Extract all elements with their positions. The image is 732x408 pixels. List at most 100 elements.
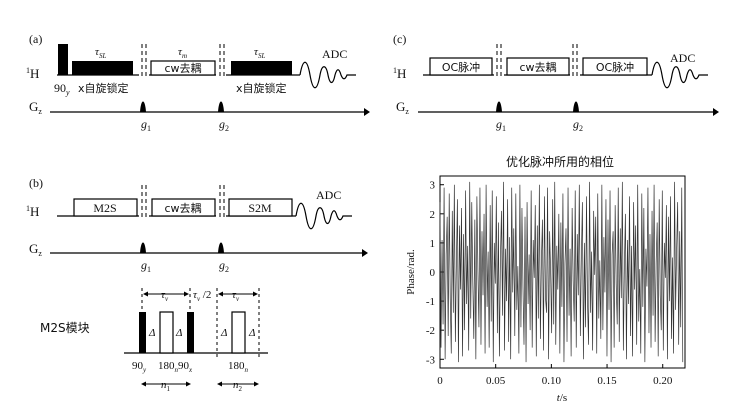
panel-c-oc-right-label: OC脉冲	[596, 60, 634, 74]
panel-a-tau-sl-right: τSL	[254, 46, 265, 60]
panel-c-oc-pulse-right	[582, 57, 648, 76]
module-90y-pulse	[139, 312, 146, 353]
panel-b-h-channel-label: 1H	[26, 204, 39, 219]
panel-a-g-channel-label: Gz	[29, 99, 42, 116]
module-180n2-label: 180n	[228, 360, 249, 374]
module-90y-label: 90y	[132, 360, 147, 374]
panel-b-cw-label: cw去耦	[164, 202, 201, 215]
panel-a-spinlock-right-label: x自旋锁定	[236, 81, 287, 95]
chart-series-line	[439, 181, 684, 363]
module-90x-pulse	[187, 312, 194, 353]
module-delta-1: Δ	[148, 327, 155, 339]
panel-a-spinlock-right	[231, 61, 292, 75]
panel-a-cw-decoupling-box	[150, 60, 216, 76]
module-n2-label: n2	[233, 379, 243, 393]
chart-x-axis-label: t/s	[557, 392, 567, 404]
panel-a-90y-pulse	[58, 44, 68, 75]
panel-b-adc-label: ADC	[316, 188, 341, 202]
module-arrowhead-2l	[218, 291, 223, 297]
panel-c-g2-label: g2	[573, 117, 583, 133]
panel-c-gradient-g1	[496, 101, 502, 112]
panel-c-label: (c)	[393, 32, 406, 46]
module-arrowhead-1r	[184, 291, 189, 297]
panel-a-spinlock-left-label: x自旋锁定	[78, 81, 129, 95]
module-n1-arrowhead-r	[186, 381, 191, 387]
g-symbol: G	[29, 99, 38, 114]
panel-a-g-arrow	[364, 108, 370, 116]
panel-c-g1-label: g1	[496, 117, 506, 133]
panel-b-g1-label: g1	[141, 258, 151, 274]
y-tick-label: -1	[426, 296, 435, 308]
x-tick-label: 0	[437, 375, 443, 387]
panel-b-m2s-label: M2S	[93, 201, 116, 215]
panel-b-adc-fid	[295, 202, 352, 230]
y-tick-label: 3	[430, 180, 436, 192]
chart-ticks: -3 -2 -1 0 1 2 3 0 0.05 0.10 0.15 0.20	[426, 180, 673, 387]
panel-c-oc-left-label: OC脉冲	[442, 60, 480, 74]
module-arrowhead-2r	[253, 291, 258, 297]
panel-b-s2m-label: S2M	[248, 201, 272, 215]
module-n1-arrowhead-l	[141, 381, 146, 387]
panel-b-g-arrow	[362, 249, 368, 257]
panel-b-cw-box	[151, 198, 216, 217]
module-tau-v-label-1: τv	[161, 289, 169, 303]
panel-a-gradient-g2	[218, 101, 224, 112]
module-tau-v-half-label: τv /2	[193, 289, 211, 303]
module-180n-90x-label: 180n90x	[158, 360, 193, 374]
panel-a-g1-label: g1	[141, 117, 151, 133]
panel-c-adc-label: ADC	[670, 51, 695, 65]
panel-a-cw-label: cw去耦	[164, 62, 201, 75]
panel-c-h-channel-label: 1H	[393, 66, 406, 81]
module-delta-2: Δ	[175, 327, 182, 339]
panel-c-cw-label: cw去耦	[519, 61, 556, 74]
h-symbol: H	[30, 66, 39, 81]
panel-c-g-arrow	[713, 108, 719, 116]
panel-c-oc-pulse-left	[429, 57, 493, 76]
module-180n-pulse	[159, 311, 174, 354]
y-tick-label: 1	[430, 238, 436, 250]
phase-chart: 优化脉冲所用的相位 -3 -2 -1 0 1 2 3 0 0.05 0.10 0.15 0.20 Ph…	[405, 154, 686, 404]
panel-a-spinlock-left	[72, 61, 133, 75]
panel-c-gradient-g2	[573, 101, 579, 112]
panel-b: (b) 1H Gz M2S cw去耦 S2M ADC g1 g2 M2S模块	[26, 176, 368, 393]
panel-c-g-channel-label: Gz	[396, 99, 409, 116]
panel-c-adc-fid	[651, 61, 708, 89]
panel-a: (a) 1H Gz ADC τSL τm τSL cw去耦 90y x自旋锁定 …	[26, 32, 370, 133]
x-tick-label: 0.10	[542, 375, 562, 387]
h-mass-number: 1	[26, 66, 30, 75]
x-tick-label: 0.15	[597, 375, 617, 387]
panel-a-adc-fid	[299, 61, 356, 89]
module-n2-arrowhead-r	[254, 381, 259, 387]
panel-b-m2s-box	[73, 198, 138, 217]
module-delta-4: Δ	[248, 327, 255, 339]
panel-b-s2m-box	[228, 198, 293, 217]
panel-c: (c) 1H Gz OC脉冲 cw去耦 OC脉冲 ADC g1 g2	[393, 32, 719, 133]
x-tick-label: 0.20	[653, 375, 673, 387]
panel-b-label: (b)	[29, 176, 43, 190]
chart-title: 优化脉冲所用的相位	[506, 154, 614, 169]
panel-b-g-channel-label: Gz	[29, 241, 42, 258]
panel-a-tau-sl-left: τSL	[95, 46, 106, 60]
chart-y-axis-label: Phase/rad.	[405, 249, 417, 295]
panel-b-module-label: M2S模块	[40, 321, 90, 335]
panel-a-tau-m: τm	[178, 46, 187, 60]
panel-b-gradient-g1	[140, 242, 146, 253]
panel-a-adc-label: ADC	[322, 47, 347, 61]
panel-a-h-channel-label: 1H	[26, 66, 39, 81]
y-tick-label: 2	[430, 209, 436, 221]
panel-a-label: (a)	[29, 32, 42, 46]
module-n1-label: n1	[161, 379, 171, 393]
module-n2-arrowhead-l	[217, 381, 222, 387]
panel-b-g2-label: g2	[219, 258, 229, 274]
panel-a-gradient-g1	[140, 101, 146, 112]
y-tick-label: 0	[430, 267, 436, 279]
x-tick-label: 0.05	[486, 375, 506, 387]
module-arrowhead-1l	[143, 291, 148, 297]
panel-a-g2-label: g2	[219, 117, 229, 133]
module-tau-v-label-2: τv	[232, 289, 240, 303]
module-180n2-pulse	[231, 311, 246, 354]
panel-c-cw-box	[506, 57, 570, 76]
y-tick-label: -2	[426, 325, 435, 337]
panel-a-90y-label: 90y	[54, 81, 70, 97]
